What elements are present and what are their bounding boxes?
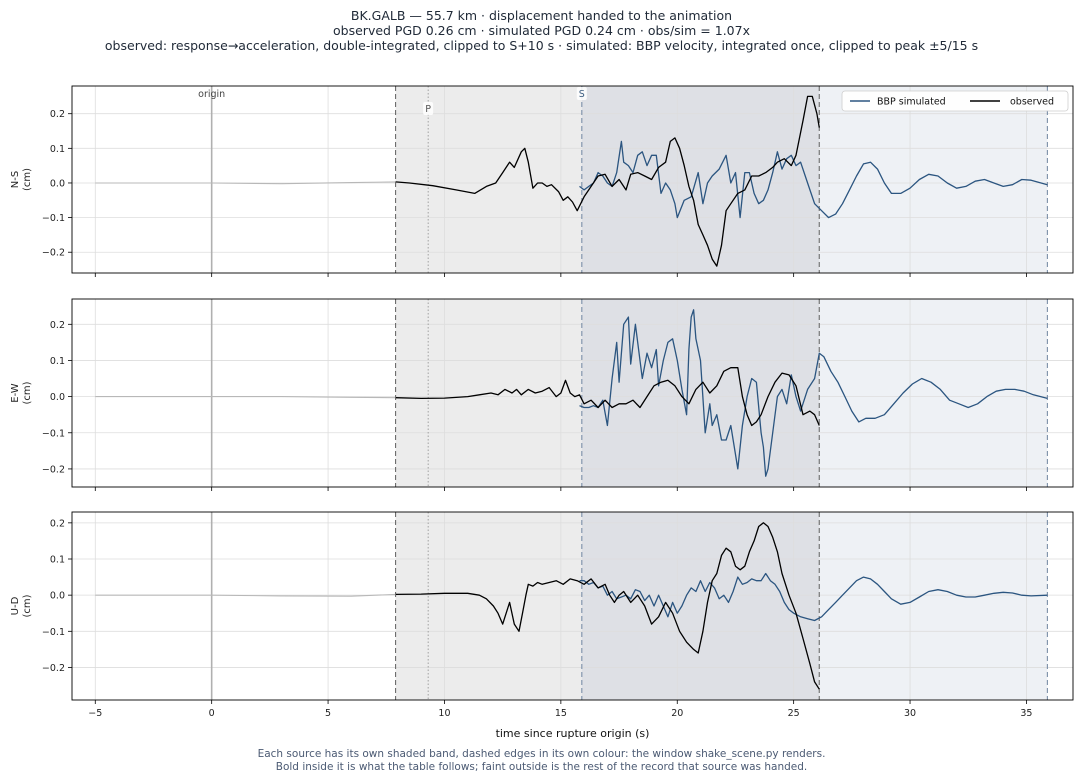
panel-1-observed-faint-line	[95, 181, 396, 185]
panel-3-ylabel: U-D	[10, 596, 21, 615]
panel-1-observed-line	[395, 95, 820, 267]
panel-1-ylabel-unit: (cm)	[22, 168, 33, 191]
panel-3-ytick-label: 0.1	[50, 555, 65, 566]
caption-line-1: Each source has its own shaded band, das…	[257, 748, 826, 760]
panel-1-ytick-label: −0.2	[42, 248, 65, 259]
panel-1-ytick-label: −0.1	[42, 213, 65, 224]
xtick-label: 20	[671, 708, 683, 719]
legend-observed-label: observed	[1010, 97, 1054, 108]
panel-3-observed-faint-line	[95, 593, 396, 597]
panel-2-ytick-label: −0.2	[42, 464, 65, 475]
panel-3-ylabel-unit: (cm)	[22, 594, 33, 617]
panel-2-observed-faint-line	[95, 396, 396, 399]
title-line-2: observed PGD 0.26 cm · simulated PGD 0.2…	[333, 23, 750, 38]
figure-title: BK.GALB — 55.7 km · displacement handed …	[0, 8, 1083, 53]
p-label-box	[423, 102, 434, 115]
panel-2-ylabel-unit: (cm)	[22, 381, 33, 404]
title-line-1: BK.GALB — 55.7 km · displacement handed …	[350, 8, 733, 23]
legend-simulated-label: BBP simulated	[877, 97, 946, 108]
p-label: P	[425, 104, 431, 115]
xtick-label: 25	[788, 708, 800, 719]
panel-1-frame	[71, 85, 1074, 274]
panel-3-ytick-label: 0.0	[50, 591, 65, 602]
title-line-3: observed: response→acceleration, double-…	[104, 38, 979, 53]
origin-label: origin	[198, 89, 225, 100]
panel-3-observed-line	[395, 522, 820, 690]
panel-2-ytick-label: 0.1	[50, 356, 65, 367]
s-label: S	[579, 89, 585, 100]
xtick-label: 5	[325, 708, 331, 719]
legend	[841, 90, 1069, 112]
xtick-label: 15	[555, 708, 567, 719]
panel-1-ylabel: N-S	[10, 171, 21, 188]
caption-line-2: Bold inside it is what the table follows…	[275, 760, 808, 773]
panel-1-simulated-line	[579, 140, 1048, 219]
panel-3-ytick-label: 0.2	[50, 518, 65, 529]
panel-3-frame	[71, 511, 1074, 701]
panel-3-overlap-band	[581, 512, 820, 700]
panel-1-ytick-label: 0.1	[50, 144, 65, 155]
panel-1-ytick-label: 0.2	[50, 109, 65, 120]
panel-3-ytick-label: −0.1	[42, 627, 65, 638]
panel-2-simulated-line	[579, 309, 1048, 477]
xtick-label: 30	[904, 708, 916, 719]
panel-2-ytick-label: −0.1	[42, 428, 65, 439]
xtick-label: 10	[438, 708, 450, 719]
panel-2-ytick-label: 0.0	[50, 392, 65, 403]
panel-1-overlap-band	[581, 86, 820, 273]
panel-1-ytick-label: 0.0	[50, 178, 65, 189]
panel-2-observed-line	[395, 367, 820, 427]
panel-3-ytick-label: −0.2	[42, 663, 65, 674]
xtick-label: 35	[1020, 708, 1032, 719]
xtick-label: 0	[209, 708, 215, 719]
panel-2-ytick-label: 0.2	[50, 320, 65, 331]
panel-3-simulated-line	[579, 572, 1048, 622]
figure-caption: Each source has its own shaded band, das…	[0, 748, 1083, 773]
x-axis-label: time since rupture origin (s)	[496, 727, 650, 740]
s-label-box	[576, 87, 587, 100]
panel-2-ylabel: E-W	[10, 383, 21, 403]
xtick-label: −5	[88, 708, 102, 719]
panel-2-frame	[71, 298, 1074, 488]
